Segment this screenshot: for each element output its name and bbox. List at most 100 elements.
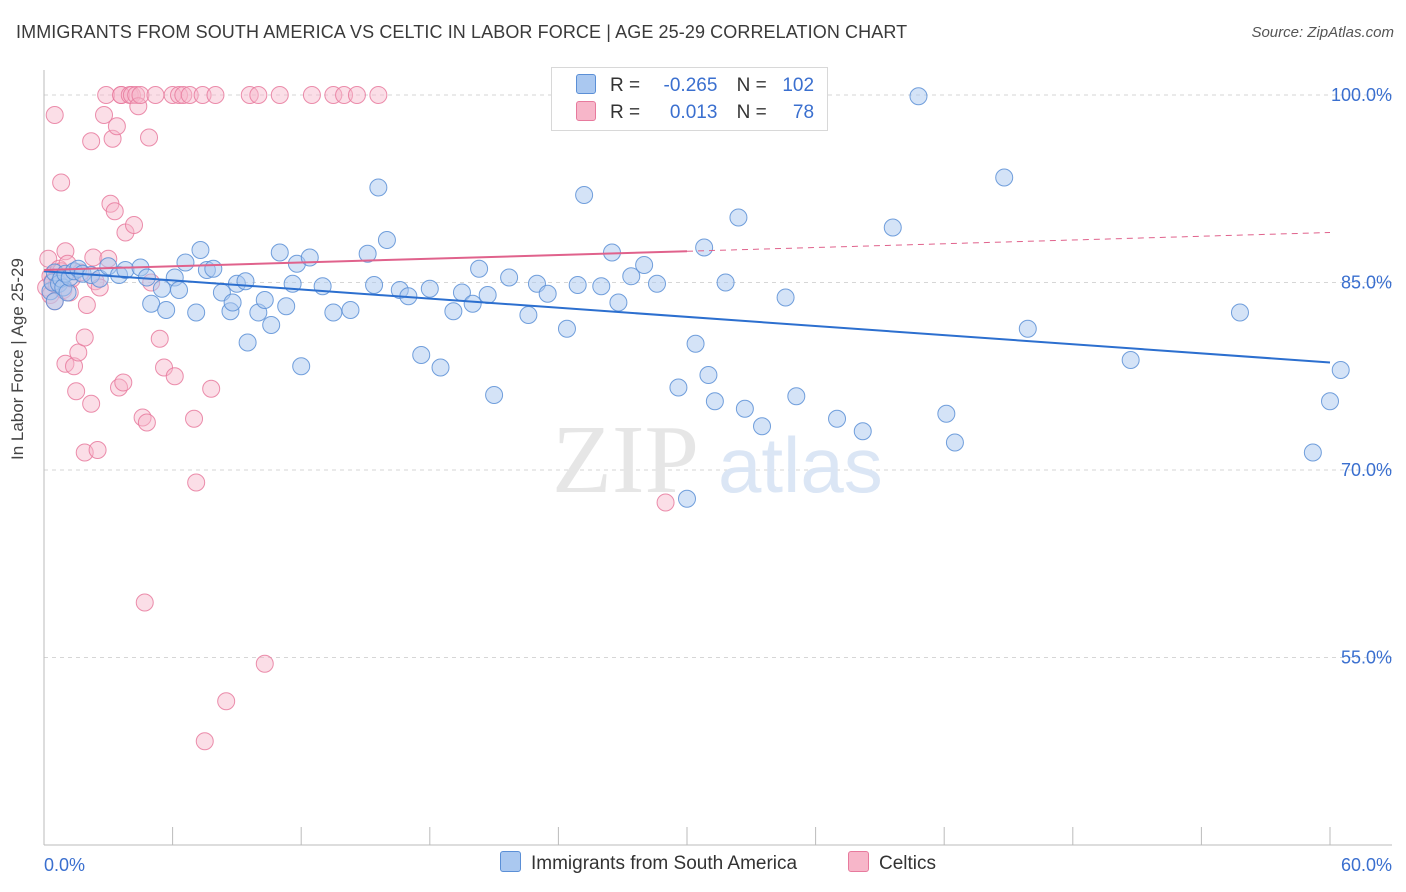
celtics-point (127, 86, 146, 104)
immigrants-point (324, 303, 343, 322)
celtics-point (52, 173, 71, 192)
immigrants-point (1018, 319, 1037, 338)
immigrants-point (519, 306, 538, 324)
celtics-point (77, 296, 96, 314)
immigrants-point (444, 302, 463, 321)
immigrants-point (463, 294, 482, 313)
immigrants-point (341, 301, 360, 319)
x-tick-label: 0.0% (44, 855, 85, 875)
celtics-point (195, 732, 214, 751)
immigrants-point (735, 399, 754, 418)
celtics-point (146, 86, 165, 104)
chart-title: IMMIGRANTS FROM SOUTH AMERICA VS CELTIC … (16, 22, 908, 42)
immigrants-point (157, 301, 176, 319)
legend-r-value-immigrants: -0.265 (663, 75, 718, 96)
celtics-point (174, 86, 193, 104)
immigrants-point (176, 253, 195, 272)
immigrants-point (500, 268, 519, 287)
immigrants-point (262, 316, 281, 334)
celtics-point (165, 367, 184, 386)
celtics-point (255, 654, 274, 673)
legend-r-value-celtics: 0.013 (669, 102, 718, 123)
celtics-point (180, 86, 199, 104)
bottom-legend-swatch-pink (848, 851, 869, 872)
celtics-point (347, 86, 366, 104)
celtics-trend-line (43, 250, 688, 271)
celtics-point (302, 86, 321, 104)
celtics-point (67, 382, 86, 401)
immigrants-point (255, 291, 274, 309)
immigrants-point (609, 293, 628, 312)
y-tick-label: 70.0% (1341, 460, 1392, 480)
immigrants-point (1230, 303, 1249, 322)
celtics-point (65, 357, 84, 376)
axes (43, 70, 1392, 846)
celtics-point (656, 493, 675, 512)
legend-row-celtics: R = 0.013 N = 78 (576, 100, 814, 126)
celtics-point (97, 86, 116, 104)
celtics-point (206, 86, 225, 104)
immigrants-point (883, 218, 902, 237)
immigrants-point (1121, 351, 1140, 369)
immigrants-point (575, 186, 594, 204)
immigrants-point (369, 178, 388, 197)
immigrants-point (699, 366, 718, 384)
watermark-zip: ZIP (552, 406, 699, 514)
immigrants-point (853, 422, 872, 441)
immigrants-point (647, 274, 666, 293)
y-tick-label: 100.0% (1331, 85, 1392, 105)
celtics-point (185, 409, 204, 428)
immigrants-point (420, 279, 439, 298)
immigrants-point (431, 358, 450, 377)
immigrants-point (236, 272, 255, 291)
bottom-legend-immigrants[interactable]: Immigrants from South America (500, 851, 797, 875)
immigrants-point (170, 281, 189, 299)
immigrants-point (187, 303, 206, 322)
celtics-point (324, 86, 343, 104)
immigrants-point (1331, 361, 1350, 379)
immigrants-point (365, 276, 384, 294)
immigrants-point (828, 409, 847, 428)
immigrants-point (412, 346, 431, 364)
celtics-point (155, 358, 174, 377)
tick-labels: 55.0% 70.0% 85.0% 100.0% 0.0% 60.0% (44, 85, 1392, 875)
immigrants-point (592, 277, 611, 296)
y-axis-label: In Labor Force | Age 25-29 (8, 258, 27, 460)
celtics-point (137, 413, 156, 432)
celtics-point (135, 593, 154, 612)
stats-legend: R = -0.265 N = 102 R = 0.013 N = 78 (551, 67, 828, 131)
immigrants-point (377, 231, 396, 249)
celtics-point (335, 86, 354, 104)
celtics-point (170, 86, 189, 104)
immigrants-point (995, 168, 1014, 187)
source-label: Source: ZipAtlas.com (1251, 24, 1394, 41)
immigrants-point (300, 248, 319, 267)
y-tick-label: 55.0% (1341, 648, 1392, 668)
immigrants-point (729, 208, 748, 227)
immigrants-point (695, 238, 714, 257)
legend-swatch-blue (576, 74, 596, 94)
celtics-point (107, 117, 126, 136)
celtics-point (105, 202, 124, 221)
x-tick-label: 60.0% (1341, 855, 1392, 875)
immigrants-point (568, 276, 587, 294)
immigrants-point (669, 378, 688, 397)
immigrants-point (776, 288, 795, 307)
celtics-point (187, 473, 206, 492)
legend-n-label: N = (736, 102, 767, 123)
celtics-point (88, 441, 107, 459)
immigrants-point (557, 319, 576, 338)
celtics-point (150, 329, 169, 348)
trend-lines (43, 232, 1331, 364)
bottom-legend-celtics[interactable]: Celtics (848, 851, 936, 875)
immigrants-point (45, 292, 64, 311)
legend-r-label: R = (610, 102, 641, 123)
celtics-point (249, 86, 268, 104)
celtics-point (84, 248, 103, 267)
celtics-point (129, 97, 148, 116)
immigrants-point (270, 243, 289, 262)
bottom-legend-label-immigrants: Immigrants from South America (531, 853, 798, 874)
immigrants-point (485, 386, 504, 404)
y-tick-label: 85.0% (1341, 273, 1392, 293)
celtics-point (82, 132, 101, 151)
